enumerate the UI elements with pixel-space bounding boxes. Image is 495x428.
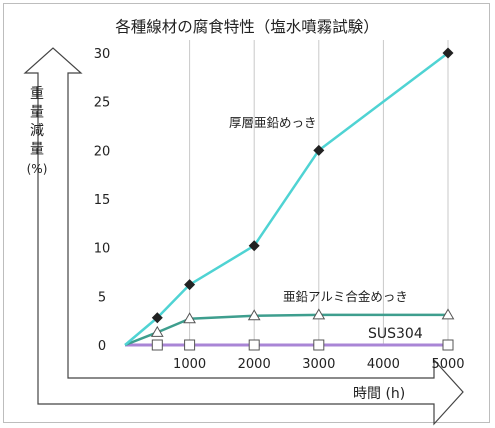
marker-s2-x500 <box>151 339 163 351</box>
series-line-1 <box>124 313 448 347</box>
y-tick-20: 20 <box>94 144 111 159</box>
y-label-char-1: 量 <box>30 105 44 121</box>
marker-s0-x3000 <box>313 144 325 156</box>
axis-arrow-shape <box>23 47 464 426</box>
marker-s0-x5000 <box>442 47 454 59</box>
chart-frame <box>3 3 490 423</box>
series-line-0 <box>124 52 449 346</box>
chart-title: 各種線材の腐食特性（塩水噴霧試験） <box>115 18 379 36</box>
series-label-zinc-thick: 厚層亜鉛めっき <box>229 115 317 130</box>
marker-s1-x1000 <box>183 312 196 324</box>
marker-s0-x2000 <box>248 240 260 252</box>
y-axis-unit: (%) <box>27 162 48 176</box>
y-tick-labels: 0 5 10 15 20 25 30 <box>94 47 111 354</box>
marker-s2-x2000 <box>248 339 260 351</box>
x-axis-label: 時間 (h) <box>353 386 405 402</box>
y-tick-25: 25 <box>94 96 111 111</box>
marker-s1-x500 <box>150 325 164 337</box>
chart-grid <box>189 40 449 345</box>
series-label-zinc-al: 亜鉛アルミ合金めっき <box>283 289 408 304</box>
marker-s0-x500 <box>151 312 163 324</box>
x-tick-2000: 2000 <box>238 357 271 372</box>
y-tick-0: 0 <box>98 339 106 354</box>
x-tick-1000: 1000 <box>173 357 206 372</box>
series-label-sus304: SUS304 <box>368 326 423 342</box>
marker-s2-x3000 <box>313 339 325 351</box>
marker-s1-x2000 <box>247 309 261 321</box>
x-tick-5000: 5000 <box>431 357 464 372</box>
x-tick-labels: 1000 2000 3000 4000 5000 <box>173 357 464 372</box>
x-tick-3000: 3000 <box>302 357 335 372</box>
y-tick-5: 5 <box>98 290 106 305</box>
y-tick-30: 30 <box>94 47 111 62</box>
y-tick-15: 15 <box>94 193 111 208</box>
marker-s1-x5000 <box>441 308 455 320</box>
y-tick-10: 10 <box>94 242 111 257</box>
marker-s2-x1000 <box>184 339 196 351</box>
marker-s0-x1000 <box>184 279 196 291</box>
marker-s1-x3000 <box>312 308 326 320</box>
y-label-char-3: 量 <box>30 142 44 158</box>
x-tick-4000: 4000 <box>367 357 400 372</box>
series-markers <box>150 47 455 351</box>
y-label-char-2: 減 <box>30 122 44 139</box>
marker-s2-x5000 <box>442 339 454 351</box>
y-label-char-0: 重 <box>30 86 44 102</box>
